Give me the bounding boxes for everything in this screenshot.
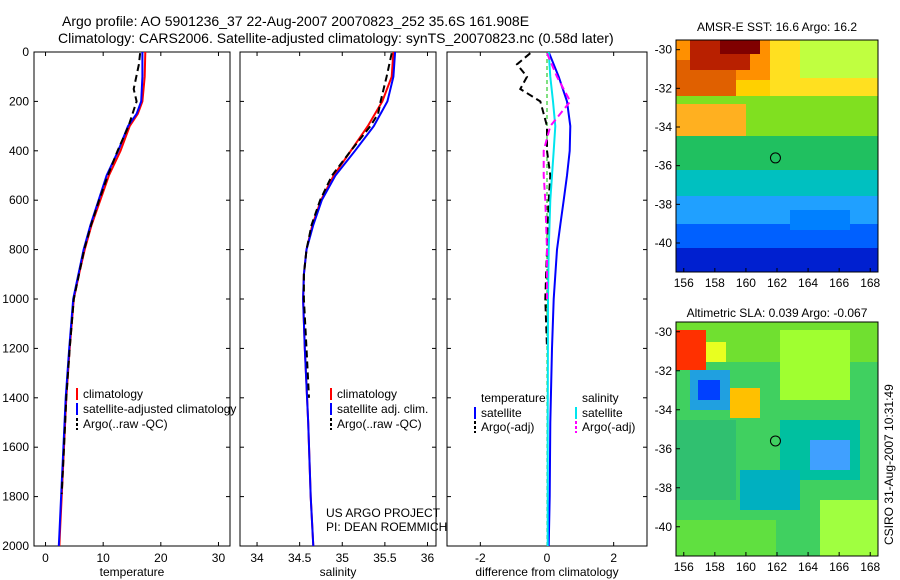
sal-series-line-1 — [302, 52, 395, 546]
temp-x-tick-label: 0 — [42, 551, 49, 565]
sla-argo-location-marker — [769, 435, 781, 447]
sal-series-line-3 — [302, 52, 393, 398]
chart-title-line2: Climatology: CARS2006. Satellite-adjuste… — [58, 30, 614, 46]
sst-lat-tick-label: -30 — [655, 43, 673, 57]
depth-tick-label: 1800 — [2, 490, 29, 504]
sal-legend-label: Argo(..raw -QC) — [337, 417, 422, 431]
sst-lon-tick-label: 166 — [829, 276, 849, 290]
pi-label: PI: DEAN ROEMMICH — [326, 520, 447, 534]
project-label: US ARGO PROJECT — [326, 506, 441, 520]
sal-x-tick-label: 35 — [336, 551, 350, 565]
depth-tick-label: 2000 — [2, 539, 29, 553]
diff-x-tick-label: -2 — [475, 551, 486, 565]
sla-lat-tick-label: -30 — [655, 325, 673, 339]
sal-x-tick-label: 34.5 — [288, 551, 312, 565]
diff-legend-label: satellite — [582, 406, 623, 420]
sal-x-tick-label: 35.5 — [373, 551, 397, 565]
sla-lat-tick-label: -36 — [655, 442, 673, 456]
diff-legend-heading-temperature: temperature — [481, 391, 546, 405]
depth-tick-label: 200 — [9, 94, 29, 108]
diff-x-axis-label: difference from climatology — [475, 565, 618, 579]
temp-x-tick-label: 20 — [154, 551, 168, 565]
sla-lat-tick-label: -38 — [655, 481, 673, 495]
sla-lon-tick-label: 156 — [674, 560, 694, 574]
temp-series-group — [57, 52, 147, 546]
diff-legend-label: Argo(-adj) — [582, 420, 635, 434]
sst-lat-tick-label: -36 — [655, 159, 673, 173]
sst-lon-tick-label: 168 — [860, 276, 880, 290]
sal-plot-frame — [239, 51, 437, 547]
sal-series-line-2 — [302, 52, 397, 546]
diff-x-tick-label: 2 — [610, 551, 617, 565]
diff-legend-heading-salinity: salinity — [582, 391, 619, 405]
sla-lon-tick-label: 160 — [736, 560, 756, 574]
depth-tick-label: 400 — [9, 144, 29, 158]
sst-lat-tick-label: -34 — [655, 120, 673, 134]
sst-lon-tick-label: 164 — [798, 276, 818, 290]
diff-series-line-3 — [546, 52, 557, 546]
temp-legend-label: Argo(..raw -QC) — [83, 417, 168, 431]
sst-map-title: AMSR-E SST: 16.6 Argo: 16.2 — [697, 20, 857, 34]
sst-lon-tick-label: 162 — [767, 276, 787, 290]
sla-lat-tick-label: -40 — [655, 520, 673, 534]
sst-map — [676, 40, 878, 272]
sal-x-tick-label: 36 — [421, 551, 435, 565]
sla-lat-tick-label: -34 — [655, 403, 673, 417]
depth-tick-label: 1000 — [2, 292, 29, 306]
temp-legend-label: climatology — [83, 387, 143, 401]
depth-tick-label: 1400 — [2, 391, 29, 405]
sla-lat-tick-label: -32 — [655, 364, 673, 378]
sla-lon-tick-label: 164 — [798, 560, 818, 574]
diff-series-line-4 — [542, 52, 572, 299]
chart-title-line1: Argo profile: AO 5901236_37 22-Aug-2007 … — [62, 13, 530, 29]
sal-legend-label: climatology — [337, 387, 397, 401]
diff-legend-label: satellite — [481, 406, 522, 420]
sla-map — [676, 322, 878, 556]
temp-x-tick-label: 30 — [212, 551, 226, 565]
diff-x-tick-label: 0 — [544, 551, 551, 565]
depth-tick-label: 0 — [22, 45, 29, 59]
temp-series-line-3 — [60, 53, 142, 495]
depth-tick-label: 600 — [9, 193, 29, 207]
sst-lat-tick-label: -40 — [655, 236, 673, 250]
sst-lat-tick-label: -38 — [655, 197, 673, 211]
sla-lon-tick-label: 166 — [829, 560, 849, 574]
sla-lon-tick-label: 158 — [705, 560, 725, 574]
temp-legend-label: satellite-adjusted climatology — [83, 402, 236, 416]
depth-tick-label: 1600 — [2, 440, 29, 454]
sal-x-tick-label: 34 — [250, 551, 264, 565]
diff-legend-label: Argo(-adj) — [481, 420, 534, 434]
sal-x-axis-label: salinity — [320, 565, 357, 579]
diff-series-line-1 — [547, 52, 572, 546]
sal-legend-label: satellite adj. clim. — [337, 402, 428, 416]
sst-lon-tick-label: 156 — [674, 276, 694, 290]
sla-lon-tick-label: 168 — [860, 560, 880, 574]
temp-x-tick-label: 10 — [96, 551, 110, 565]
diff-series-group — [515, 52, 572, 546]
sst-lon-tick-label: 160 — [736, 276, 756, 290]
sst-lon-tick-label: 158 — [705, 276, 725, 290]
depth-tick-label: 1200 — [2, 341, 29, 355]
temp-x-axis-label: temperature — [100, 565, 165, 579]
sla-lon-tick-label: 162 — [767, 560, 787, 574]
sst-argo-location-marker — [769, 152, 781, 164]
sal-series-group — [302, 52, 397, 546]
timestamp-label: CSIRO 31-Aug-2007 10:31:49 — [882, 384, 896, 545]
sst-lat-tick-label: -32 — [655, 81, 673, 95]
sla-map-title: Altimetric SLA: 0.039 Argo: -0.067 — [687, 306, 868, 320]
depth-tick-label: 800 — [9, 243, 29, 257]
